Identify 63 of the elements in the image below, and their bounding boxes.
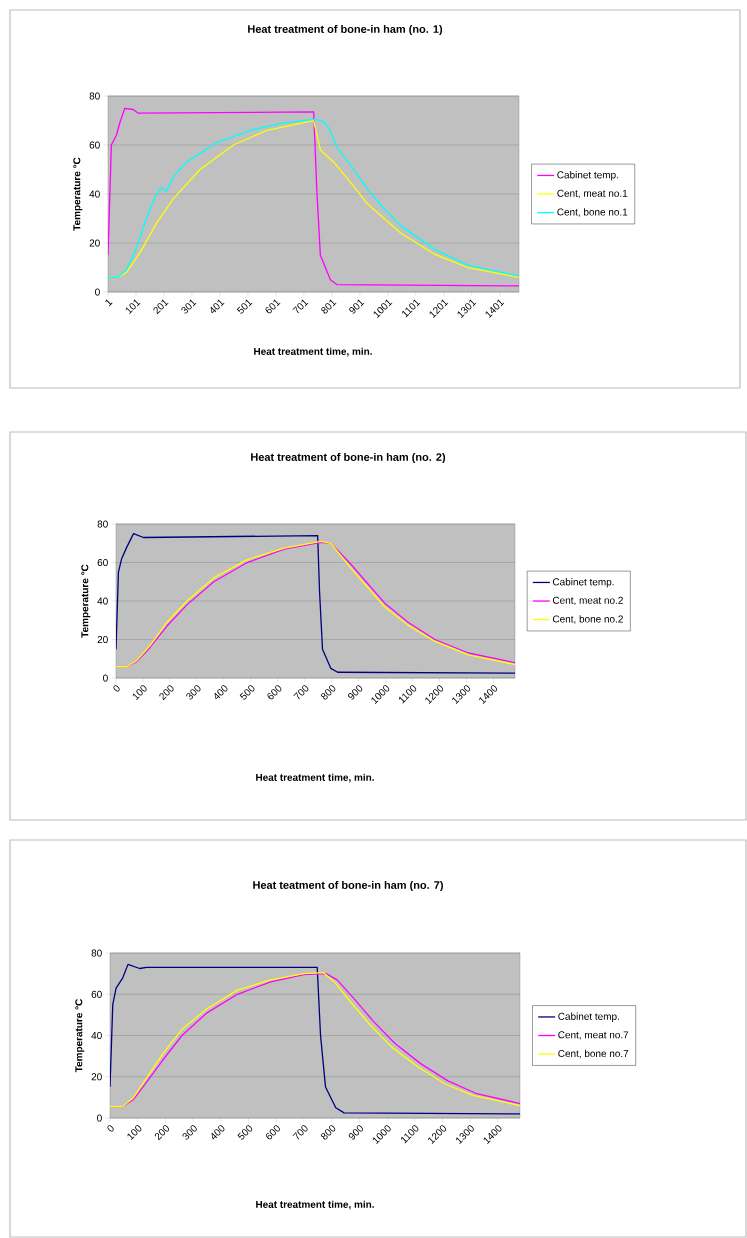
legend-label: Cent, bone no.2 (552, 615, 623, 624)
x-tick-label: 200 (159, 685, 174, 701)
x-tick-label: 300 (182, 1125, 197, 1140)
legend-label: Cent, meat no.7 (558, 1031, 629, 1040)
x-axis-title: Heat treatment time, min. (254, 347, 372, 357)
legend-label: Cabinet temp. (552, 578, 614, 588)
chart-title: Heat treatment of bone-in ham (no. 2) (251, 452, 446, 464)
x-tick-label: 800 (321, 685, 336, 700)
x-tick-label: 0 (107, 1125, 114, 1132)
y-tick-label: 60 (89, 141, 100, 149)
y-tick-label: 80 (91, 949, 102, 957)
x-tick-label: 100 (127, 1125, 142, 1141)
x-tick-label: 201 (153, 299, 169, 315)
y-tick-label: 20 (91, 1073, 102, 1081)
x-tick-label: 200 (154, 1125, 170, 1141)
chart-title: Heat teatment of bone-in ham (no. 7) (253, 880, 443, 892)
x-tick-label: 800 (321, 1125, 336, 1140)
chart-title: Heat treatment of bone-in ham (no. 1) (248, 24, 443, 36)
y-axis-title: Temperature °C (73, 157, 83, 231)
legend-label: Cabinet temp. (557, 171, 618, 181)
x-tick-label: 901 (349, 299, 365, 314)
x-tick-label: 600 (265, 1125, 280, 1140)
x-tick-label: 301 (181, 299, 197, 314)
x-tick-label: 500 (237, 1125, 253, 1140)
x-tick-label: 1 (105, 299, 113, 307)
legend-label: Cent, meat no.2 (552, 596, 623, 606)
x-tick-label: 501 (236, 299, 253, 314)
y-tick-label: 60 (97, 559, 108, 567)
x-tick-label: 801 (321, 299, 337, 314)
legend-label: Cent, bone no.1 (557, 208, 628, 217)
x-tick-label: 0 (113, 685, 120, 692)
x-tick-label: 700 (293, 685, 309, 700)
y-tick-label: 80 (89, 92, 100, 100)
y-tick-label: 20 (97, 636, 108, 644)
y-tick-label: 40 (89, 190, 100, 198)
x-tick-label: 701 (292, 299, 309, 314)
y-axis-title: Temperature °C (75, 999, 85, 1073)
y-tick-label: 20 (89, 239, 100, 247)
y-tick-label: 80 (97, 520, 108, 528)
legend-label: Cabinet temp. (558, 1012, 619, 1022)
y-tick-label: 0 (97, 1114, 102, 1122)
x-tick-label: 600 (267, 685, 282, 700)
legend-label: Cent, bone no.7 (558, 1049, 629, 1059)
x-tick-label: 401 (210, 299, 225, 314)
y-tick-label: 60 (91, 990, 102, 998)
x-tick-label: 500 (239, 685, 255, 700)
x-tick-label: 101 (125, 299, 141, 315)
x-tick-label: 400 (214, 685, 228, 700)
x-tick-label: 700 (292, 1125, 308, 1140)
x-axis-title: Heat treatment time, min. (256, 1200, 374, 1210)
x-tick-label: 300 (186, 685, 201, 700)
y-tick-label: 0 (103, 674, 108, 682)
x-tick-label: 400 (211, 1125, 225, 1140)
y-axis-title: Temperature °C (81, 564, 91, 638)
y-tick-label: 0 (95, 288, 100, 296)
y-tick-label: 40 (91, 1032, 102, 1040)
x-tick-label: 100 (132, 685, 147, 701)
x-tick-label: 900 (348, 685, 363, 700)
x-tick-label: 601 (265, 299, 281, 314)
x-axis-title: Heat treatment time, min. (256, 773, 374, 783)
legend-label: Cent, meat no.1 (557, 189, 628, 199)
y-tick-label: 40 (97, 597, 108, 605)
x-tick-label: 900 (348, 1125, 363, 1140)
